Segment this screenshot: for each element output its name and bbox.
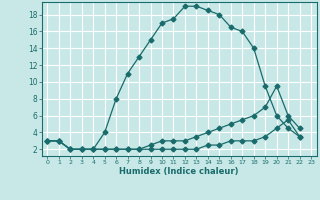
- X-axis label: Humidex (Indice chaleur): Humidex (Indice chaleur): [119, 167, 239, 176]
